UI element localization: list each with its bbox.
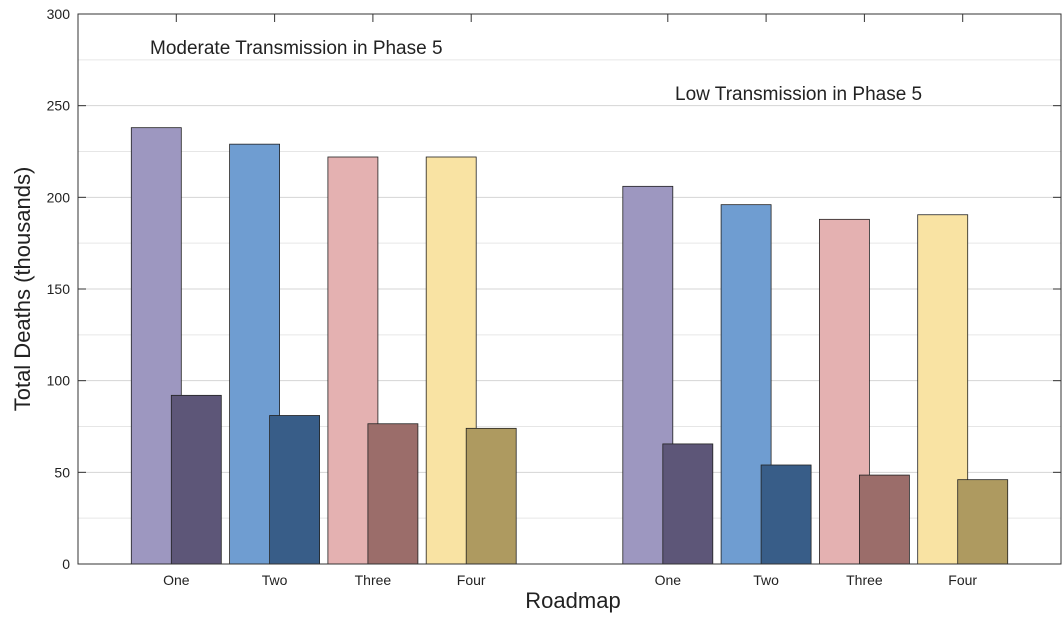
y-tick-label: 100: [47, 373, 71, 389]
y-tick-label: 300: [47, 6, 71, 22]
plot-frame: [77, 13, 1062, 565]
y-tick-label: 50: [54, 464, 70, 480]
y-tick-label: 250: [47, 98, 71, 114]
group-title: Low Transmission in Phase 5: [675, 84, 922, 105]
bar: [662, 443, 714, 565]
y-tick-label: 200: [47, 189, 71, 205]
bar: [170, 394, 222, 565]
x-tick-label: Two: [753, 572, 779, 588]
x-tick-label: Four: [457, 572, 486, 588]
bar: [269, 415, 321, 565]
y-tick-label: 0: [62, 556, 70, 572]
bar: [465, 427, 517, 565]
x-tick-label: Four: [948, 572, 977, 588]
bar: [760, 464, 812, 565]
x-tick-label: One: [655, 572, 682, 588]
x-tick-label: Two: [262, 572, 288, 588]
x-tick-label: Three: [355, 572, 392, 588]
bar: [859, 474, 910, 565]
x-tick-label: One: [163, 572, 190, 588]
x-axis-label: Roadmap: [525, 588, 620, 613]
y-tick-label: 150: [47, 281, 71, 297]
group-title: Moderate Transmission in Phase 5: [150, 38, 443, 59]
x-tick-label: Three: [846, 572, 883, 588]
y-axis-label: Total Deaths (thousands): [10, 167, 35, 412]
bar: [367, 423, 419, 565]
bar: [957, 479, 1009, 565]
